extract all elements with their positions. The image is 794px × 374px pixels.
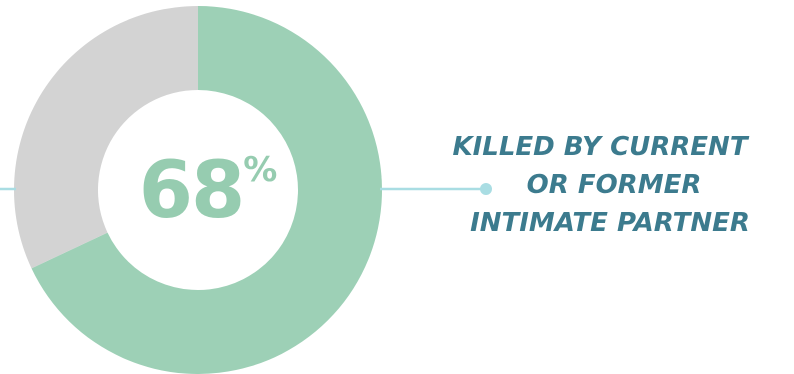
center-percentage-label: 68% <box>139 146 278 236</box>
annotation-line-3: INTIMATE PARTNER <box>470 208 750 238</box>
center-percentage-sign: % <box>243 150 277 190</box>
annotation-line-1: KILLED BY CURRENT <box>452 132 748 162</box>
leader-line-dot <box>480 183 492 195</box>
center-percentage-value: 68 <box>139 146 244 236</box>
donut-slice-1 <box>31 6 382 374</box>
slice-annotation: KILLED BY CURRENT OR FORMER INTIMATE PAR… <box>408 128 788 242</box>
donut-slices <box>13 6 382 374</box>
annotation-line-2: OR FORMER <box>526 170 702 200</box>
leader-lines <box>0 183 492 195</box>
donut-slice-2 <box>13 6 198 269</box>
